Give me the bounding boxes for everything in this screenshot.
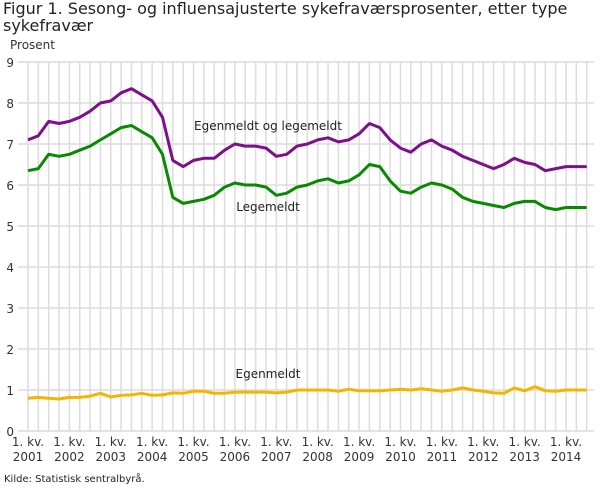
x-tick-label: 2002: [54, 450, 85, 464]
x-tick-label: 1. kv.: [219, 435, 251, 449]
x-tick-label: 2003: [95, 450, 126, 464]
x-tick-label: 1. kv.: [426, 435, 458, 449]
y-tick-label: 0: [6, 425, 14, 439]
y-tick-label: 7: [6, 138, 14, 152]
x-tick-label: 2013: [509, 450, 540, 464]
series-label: Egenmeldt og legemeldt: [194, 119, 342, 133]
x-tick-label: 1. kv.: [343, 435, 375, 449]
x-tick-label: 2012: [468, 450, 499, 464]
y-tick-label: 9: [6, 56, 14, 70]
x-tick-label: 2014: [551, 450, 582, 464]
x-tick-label: 1. kv.: [260, 435, 292, 449]
x-tick-label: 1. kv.: [95, 435, 127, 449]
chart-title: Figur 1. Sesong- og influensajusterte sy…: [3, 0, 568, 35]
x-tick-label: 1. kv.: [384, 435, 416, 449]
x-tick-label: 1. kv.: [136, 435, 168, 449]
x-tick-label: 1. kv.: [550, 435, 582, 449]
y-tick-label: 6: [6, 179, 14, 193]
x-tick-label: 2006: [220, 450, 251, 464]
y-tick-label: 2: [6, 343, 14, 357]
x-tick-label: 1. kv.: [53, 435, 85, 449]
x-tick-label: 1. kv.: [12, 435, 44, 449]
source-note: Kilde: Statistisk sentralbyrå.: [4, 474, 145, 485]
x-tick-label: 1. kv.: [509, 435, 541, 449]
series-line-egenmeldt-og-legemeldt: [27, 87, 587, 173]
y-axis-label: Prosent: [10, 38, 55, 52]
y-tick-label: 4: [6, 261, 14, 275]
x-tick-label: 2007: [261, 450, 292, 464]
y-tick-label: 3: [6, 302, 14, 316]
series-line-legemeldt: [27, 124, 587, 212]
series-label: Legemeldt: [236, 200, 300, 214]
x-tick-label: 2010: [385, 450, 416, 464]
x-tick-label: 1. kv.: [467, 435, 499, 449]
x-tick-label: 2008: [302, 450, 333, 464]
x-tick-label: 2011: [427, 450, 458, 464]
y-tick-label: 1: [6, 384, 14, 398]
x-tick-label: 2009: [344, 450, 375, 464]
x-tick-label: 2005: [178, 450, 209, 464]
series-label: Egenmeldt: [236, 367, 301, 381]
series-line-egenmeldt: [27, 385, 587, 401]
x-tick-label: 2004: [137, 450, 168, 464]
y-tick-label: 5: [6, 220, 14, 234]
x-tick-label: 2001: [13, 450, 44, 464]
x-tick-label: 1. kv.: [177, 435, 209, 449]
x-tick-label: 1. kv.: [302, 435, 334, 449]
y-tick-label: 8: [6, 97, 14, 111]
